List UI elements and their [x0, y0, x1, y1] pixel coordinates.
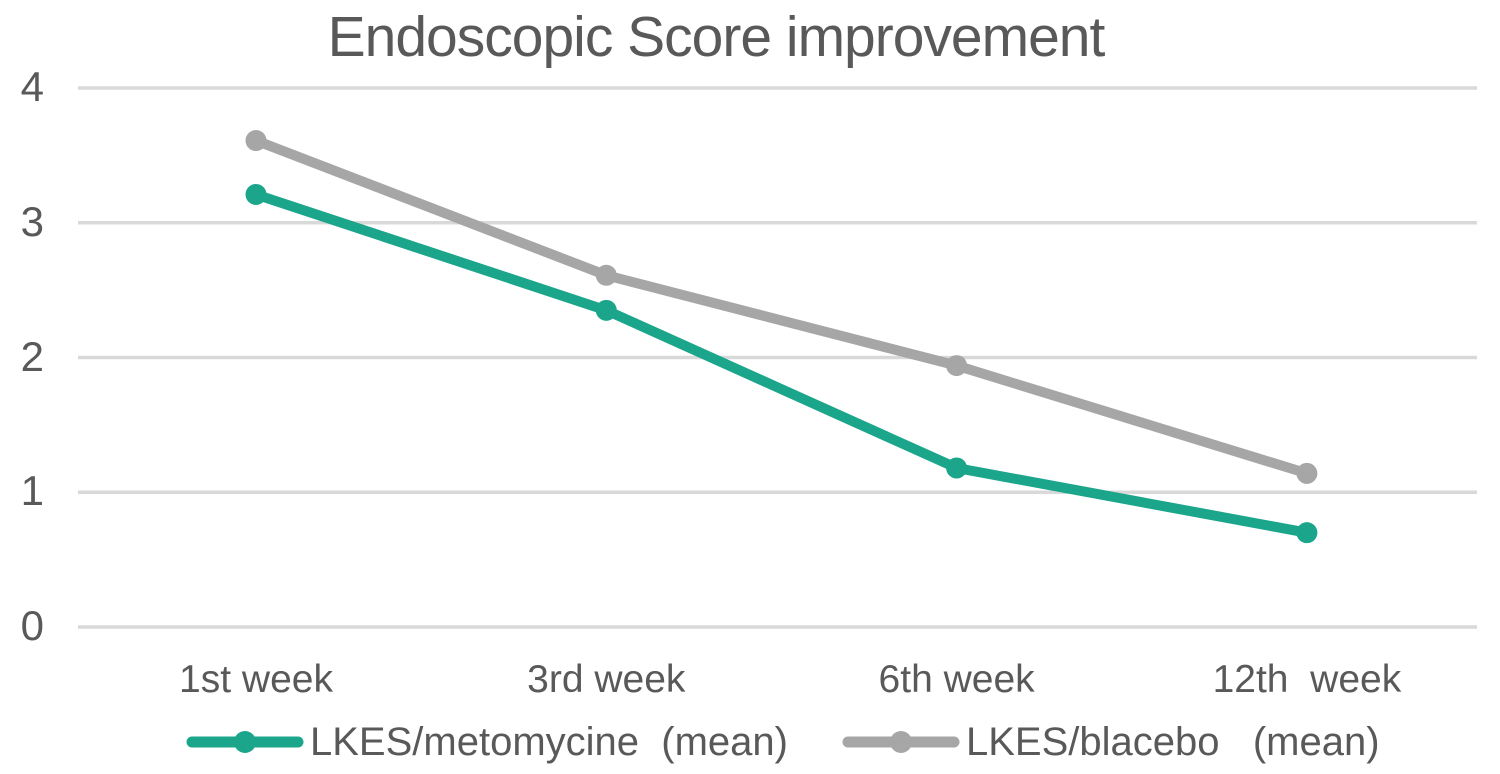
y-tick-label-3: 3: [20, 197, 44, 245]
x-tick-label-2: 6th week: [878, 658, 1035, 701]
legend-dot-sample: [890, 731, 912, 753]
legend-line-marker-metomycine: [186, 731, 304, 753]
y-tick-label-4: 4: [20, 63, 44, 111]
data-point-marker: [245, 130, 267, 152]
legend-item-metomycine: LKES/metomycine (mean): [184, 722, 788, 762]
data-point-marker: [1296, 462, 1318, 484]
series-line-0: [251, 189, 1312, 538]
data-point-marker: [595, 264, 617, 286]
x-tick-label-0: 1st week: [179, 658, 333, 701]
data-point-marker: [245, 183, 267, 205]
x-tick-label-1: 3rd week: [527, 658, 686, 701]
chart-title: Endoscopic Score improvement: [327, 5, 1106, 69]
data-point-marker: [946, 457, 968, 479]
legend-line-marker-blacebo: [842, 731, 960, 753]
data-point-marker: [595, 299, 617, 321]
x-tick-label-3: 12th week: [1212, 658, 1402, 701]
data-point-marker: [946, 355, 968, 377]
y-tick-label-2: 2: [20, 332, 44, 380]
legend-item-blacebo: LKES/blacebo (mean): [840, 722, 1380, 762]
legend-label-blacebo: LKES/blacebo (mean): [966, 720, 1380, 764]
y-tick-label-1: 1: [20, 467, 44, 515]
legend-dot-sample: [234, 731, 256, 753]
series-line-1: [251, 135, 1312, 479]
data-point-marker: [1296, 522, 1318, 544]
y-tick-label-0: 0: [20, 602, 44, 650]
legend-label-metomycine: LKES/metomycine (mean): [310, 720, 788, 764]
